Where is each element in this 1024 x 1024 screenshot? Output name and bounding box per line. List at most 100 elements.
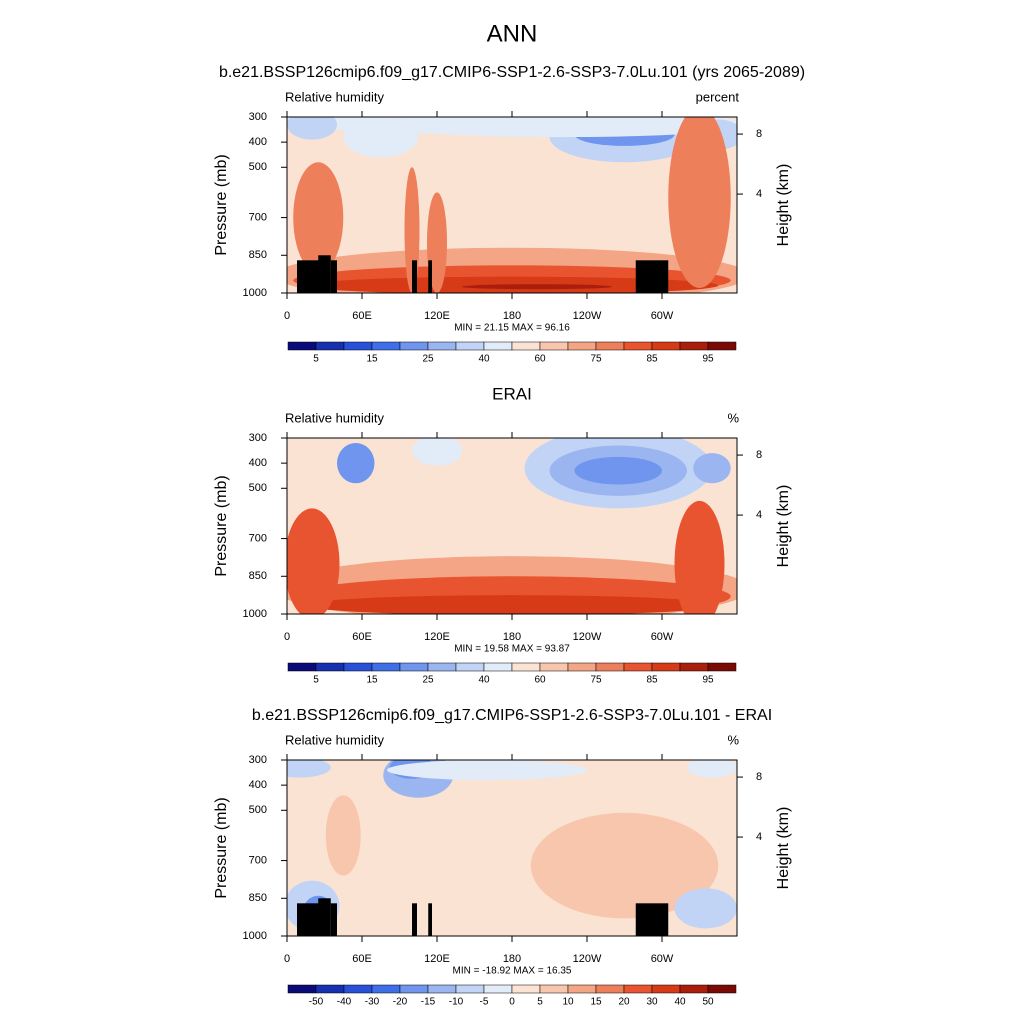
colorbar-label: 85: [646, 675, 658, 686]
x-tick-label: 120E: [424, 953, 450, 965]
x-tick-label: 120E: [424, 631, 450, 643]
x-tick-label: 60W: [651, 631, 674, 643]
left-string: Relative humidity: [285, 89, 384, 104]
colorbar-box: [679, 984, 709, 994]
contour-region: [293, 162, 344, 273]
colorbar-box: [399, 662, 429, 672]
colorbar-box: [287, 984, 317, 994]
left-string: Relative humidity: [285, 410, 384, 425]
y-tick-label: 1000: [243, 930, 267, 942]
x-tick-label: 0: [284, 953, 290, 965]
x-tick-label: 180: [503, 631, 521, 643]
contour-region: [530, 812, 719, 919]
x-tick-label: 60W: [651, 953, 674, 965]
colorbar-box: [315, 984, 345, 994]
colorbar-label: 50: [702, 997, 714, 1008]
x-tick-label: 60W: [651, 310, 674, 322]
y2-axis-label: Height (km): [775, 807, 792, 890]
colorbar-label: -5: [480, 997, 489, 1008]
colorbar-box: [427, 984, 457, 994]
colorbar-box: [595, 984, 625, 994]
x-tick-label: 60E: [352, 631, 372, 643]
terrain: [318, 898, 331, 936]
panel-title: b.e21.BSSP126cmip6.f09_g17.CMIP6-SSP1-2.…: [219, 64, 805, 81]
y-tick-label: 700: [249, 854, 267, 866]
y-tick-label: 700: [249, 211, 267, 223]
colorbar-box: [539, 662, 569, 672]
colorbar-box: [595, 662, 625, 672]
colorbar-label: 15: [366, 675, 378, 686]
y2-tick-label: 8: [756, 449, 762, 461]
colorbar-label: -15: [421, 997, 436, 1008]
contour-region: [674, 500, 725, 614]
y2-axis-label: Height (km): [775, 485, 792, 568]
y-tick-label: 1000: [243, 287, 267, 299]
colorbar-label: 10: [562, 997, 574, 1008]
colorbar-box: [315, 341, 345, 351]
colorbar-box: [399, 341, 429, 351]
colorbar-box: [483, 662, 513, 672]
y-tick-label: 300: [249, 111, 267, 123]
colorbar-box: [623, 662, 653, 672]
right-string: %: [727, 410, 739, 425]
colorbar-box: [483, 341, 513, 351]
contour-region: [693, 453, 731, 484]
y2-axis-label: Height (km): [775, 164, 792, 247]
x-tick-label: 0: [284, 631, 290, 643]
colorbar-label: 40: [478, 675, 490, 686]
contour-region: [287, 117, 337, 140]
colorbar-box: [511, 662, 541, 672]
colorbar-box: [399, 984, 429, 994]
colorbar-box: [455, 984, 485, 994]
colorbar-label: 20: [618, 997, 630, 1008]
y-tick-label: 500: [249, 161, 267, 173]
x-tick-label: 120E: [424, 310, 450, 322]
contour-region: [287, 760, 331, 778]
colorbar-box: [539, 341, 569, 351]
y-tick-label: 850: [249, 892, 267, 904]
colorbar-box: [455, 341, 485, 351]
colorbar-label: -10: [449, 997, 464, 1008]
terrain: [635, 260, 669, 293]
x-tick-label: 120W: [573, 310, 602, 322]
y-axis-label: Pressure (mb): [213, 797, 230, 898]
colorbar-box: [623, 984, 653, 994]
stats: MIN = -18.92 MAX = 16.35: [453, 966, 572, 977]
colorbar-box: [595, 341, 625, 351]
x-tick-label: 180: [503, 310, 521, 322]
y-tick-label: 500: [249, 804, 267, 816]
colorbar-box: [427, 341, 457, 351]
contour-region: [462, 284, 612, 290]
colorbar-box: [651, 662, 681, 672]
colorbar-label: -30: [365, 997, 380, 1008]
x-tick-label: 120W: [573, 953, 602, 965]
contour-region: [674, 888, 737, 929]
terrain: [318, 255, 331, 293]
contour-region: [374, 117, 737, 138]
colorbar-box: [539, 984, 569, 994]
y2-tick-label: 4: [756, 831, 762, 843]
colorbar-label: 25: [422, 354, 434, 365]
contour-region: [387, 760, 587, 781]
y-tick-label: 400: [249, 457, 267, 469]
x-tick-label: 120W: [573, 631, 602, 643]
colorbar-box: [315, 662, 345, 672]
terrain: [330, 903, 337, 936]
y-tick-label: 300: [249, 432, 267, 444]
x-tick-label: 60E: [352, 310, 372, 322]
colorbar-box: [567, 984, 597, 994]
colorbar-label: -50: [309, 997, 324, 1008]
panel-title: b.e21.BSSP126cmip6.f09_g17.CMIP6-SSP1-2.…: [252, 707, 772, 724]
right-string: percent: [696, 89, 740, 104]
colorbar-label: 30: [646, 997, 658, 1008]
terrain: [412, 903, 417, 936]
contour-field: [287, 438, 737, 614]
colorbar-box: [343, 662, 373, 672]
colorbar-box: [707, 984, 737, 994]
colorbar-label: 85: [646, 354, 658, 365]
colorbar-label: 95: [702, 675, 714, 686]
y2-tick-label: 4: [756, 188, 762, 200]
colorbar-label: 0: [509, 997, 515, 1008]
y-tick-label: 850: [249, 249, 267, 261]
colorbar-label: 15: [590, 997, 602, 1008]
